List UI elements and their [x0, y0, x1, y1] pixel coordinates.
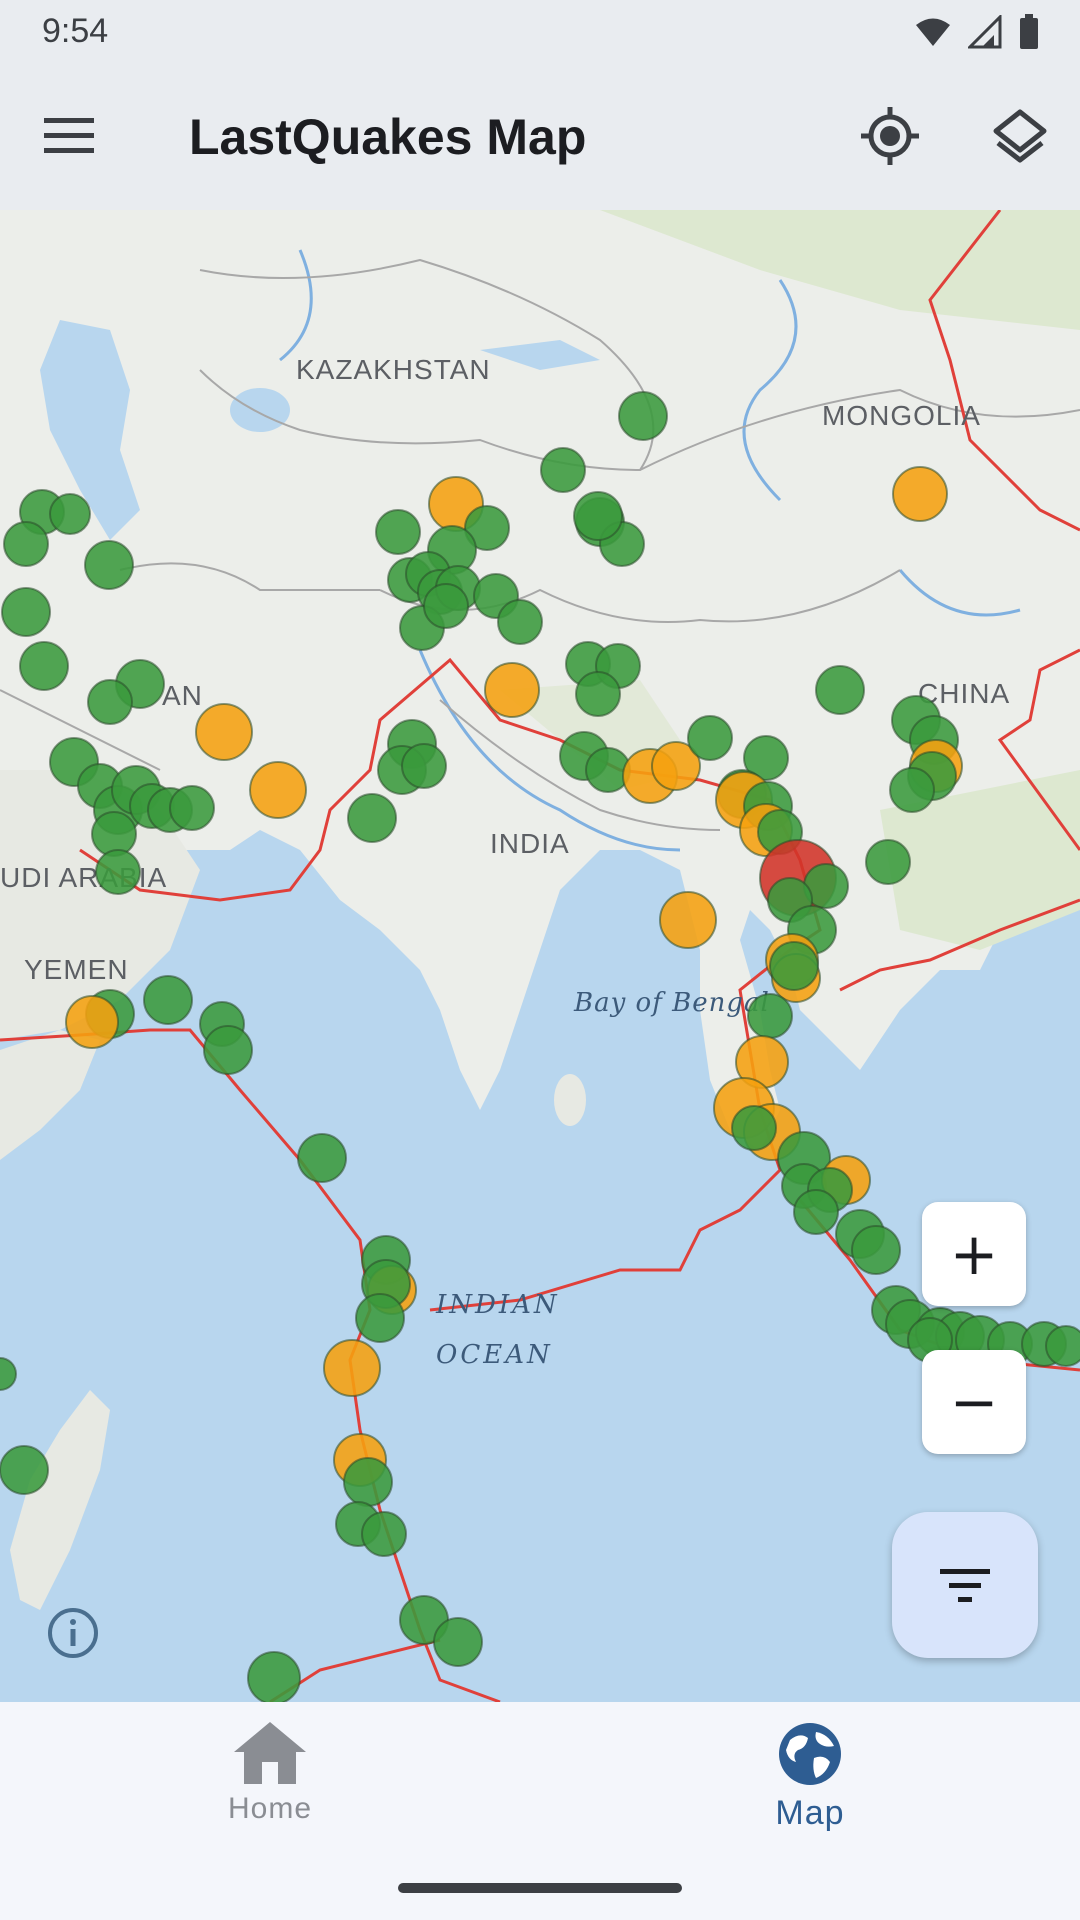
- earthquake-marker[interactable]: [497, 599, 543, 645]
- earthquake-marker[interactable]: [169, 785, 215, 831]
- earthquake-marker[interactable]: [361, 1511, 407, 1557]
- filter-button[interactable]: [892, 1512, 1038, 1658]
- earthquake-marker[interactable]: [19, 641, 69, 691]
- zoom-in-button[interactable]: +: [922, 1202, 1026, 1306]
- battery-icon: [1020, 14, 1038, 49]
- earthquake-marker[interactable]: [0, 1357, 17, 1391]
- earthquake-marker[interactable]: [575, 671, 621, 717]
- wifi-icon: [916, 18, 950, 46]
- home-icon: [234, 1722, 306, 1784]
- app-title: LastQuakes Map: [189, 109, 587, 165]
- africa-landmass: [0, 1030, 100, 1160]
- status-bar: 9:54: [0, 0, 1080, 62]
- signal-icon: [968, 15, 1002, 49]
- quake-marker-layer: [0, 391, 1080, 1702]
- label-mongolia: MONGOLIA: [822, 400, 981, 431]
- earthquake-marker[interactable]: [540, 447, 586, 493]
- menu-icon: [44, 118, 94, 153]
- zoom-out-button[interactable]: −: [922, 1350, 1026, 1454]
- earthquake-marker[interactable]: [687, 715, 733, 761]
- earthquake-marker[interactable]: [793, 1189, 839, 1235]
- globe-icon: [779, 1723, 841, 1785]
- madagascar: [10, 1390, 110, 1610]
- label-india: INDIA: [490, 828, 570, 859]
- map-attribution-info-button[interactable]: [46, 1606, 100, 1660]
- earthquake-marker[interactable]: [659, 891, 717, 949]
- earthquake-marker[interactable]: [889, 767, 935, 813]
- gesture-handle[interactable]: [398, 1883, 682, 1893]
- earthquake-marker[interactable]: [0, 1445, 49, 1495]
- earthquake-marker[interactable]: [195, 703, 253, 761]
- earthquake-marker[interactable]: [247, 1651, 301, 1702]
- earthquake-marker[interactable]: [433, 1617, 483, 1667]
- earthquake-marker[interactable]: [815, 665, 865, 715]
- earthquake-marker[interactable]: [743, 735, 789, 781]
- sri-lanka: [554, 1074, 586, 1126]
- earthquake-marker[interactable]: [355, 1293, 405, 1343]
- label-indian: INDIAN: [436, 1290, 560, 1320]
- earthquake-marker[interactable]: [203, 1025, 253, 1075]
- plus-icon: +: [949, 1220, 999, 1288]
- menu-button[interactable]: [40, 106, 104, 166]
- arabia-landmass: [0, 770, 200, 1040]
- app-bar: LastQuakes Map: [0, 62, 1080, 210]
- earthquake-marker[interactable]: [464, 505, 510, 551]
- my-location-button[interactable]: [858, 104, 922, 168]
- earthquake-marker[interactable]: [865, 839, 911, 885]
- layers-icon: [993, 109, 1047, 163]
- nav-label-home: Home: [227, 1792, 313, 1825]
- label-bay-of-bengal: Bay of Bengal: [574, 988, 770, 1018]
- info-icon: [48, 1608, 98, 1658]
- earthquake-marker[interactable]: [249, 761, 307, 819]
- caspian-sea: [40, 320, 140, 540]
- label-yemen: YEMEN: [24, 954, 129, 985]
- earthquake-marker[interactable]: [87, 679, 133, 725]
- earthquake-marker[interactable]: [651, 741, 701, 791]
- earthquake-marker[interactable]: [1045, 1325, 1080, 1367]
- earthquake-marker[interactable]: [423, 583, 469, 629]
- earthquake-marker[interactable]: [84, 540, 134, 590]
- earthquake-marker[interactable]: [731, 1105, 777, 1151]
- nav-label-map: Map: [775, 1794, 845, 1832]
- earthquake-marker[interactable]: [851, 1225, 901, 1275]
- earthquake-marker[interactable]: [1, 587, 51, 637]
- earthquake-marker[interactable]: [747, 993, 793, 1039]
- label-kazakhstan: KAZAKHSTAN: [296, 354, 491, 385]
- bottom-navigation: Home Map: [0, 1702, 1080, 1920]
- nav-item-map[interactable]: Map: [660, 1720, 960, 1860]
- earthquake-marker[interactable]: [323, 1339, 381, 1397]
- earthquake-marker[interactable]: [401, 743, 447, 789]
- label-afghanistan-partial: AN: [162, 680, 203, 711]
- earthquake-marker[interactable]: [49, 493, 91, 535]
- earthquake-marker[interactable]: [573, 491, 623, 541]
- status-icons: [914, 14, 1040, 50]
- status-time: 9:54: [42, 12, 109, 50]
- filter-icon: [940, 1569, 990, 1602]
- earthquake-marker[interactable]: [343, 1457, 393, 1507]
- earthquake-marker[interactable]: [143, 975, 193, 1025]
- earthquake-marker[interactable]: [3, 521, 49, 567]
- earthquake-marker[interactable]: [484, 662, 540, 718]
- earthquake-marker[interactable]: [375, 509, 421, 555]
- earthquake-marker[interactable]: [347, 793, 397, 843]
- earthquake-marker[interactable]: [297, 1133, 347, 1183]
- earthquake-marker[interactable]: [618, 391, 668, 441]
- earthquake-marker[interactable]: [65, 995, 119, 1049]
- earthquake-marker[interactable]: [95, 849, 141, 895]
- earthquake-marker[interactable]: [892, 466, 948, 522]
- earthquake-marker[interactable]: [769, 941, 819, 991]
- nav-item-home[interactable]: Home: [120, 1720, 420, 1860]
- label-ocean: OCEAN: [436, 1340, 553, 1370]
- layers-button[interactable]: [988, 104, 1052, 168]
- minus-icon: −: [949, 1368, 999, 1436]
- earthquake-map[interactable]: KAZAKHSTAN MONGOLIA CHINA INDIA UDI ARAB…: [0, 210, 1080, 1702]
- my-location-icon: [861, 107, 919, 165]
